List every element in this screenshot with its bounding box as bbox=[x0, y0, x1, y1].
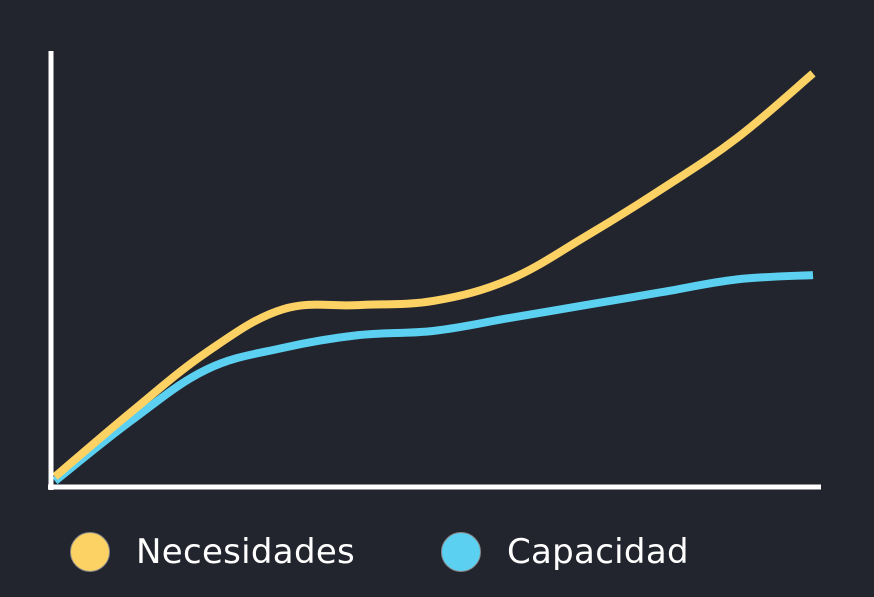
legend-swatch-necesidades bbox=[70, 532, 110, 572]
legend-item-capacidad: Capacidad bbox=[441, 520, 689, 584]
legend: Necesidades Capacidad bbox=[0, 520, 874, 584]
legend-swatch-capacidad bbox=[441, 532, 481, 572]
legend-label-necesidades: Necesidades bbox=[136, 532, 356, 572]
series-line-necesidades bbox=[52, 70, 816, 480]
legend-item-necesidades: Necesidades bbox=[70, 520, 355, 584]
series-layer bbox=[52, 70, 816, 485]
legend-label-capacidad: Capacidad bbox=[507, 532, 689, 572]
series-line-capacidad bbox=[52, 271, 814, 485]
line-chart bbox=[48, 51, 821, 490]
